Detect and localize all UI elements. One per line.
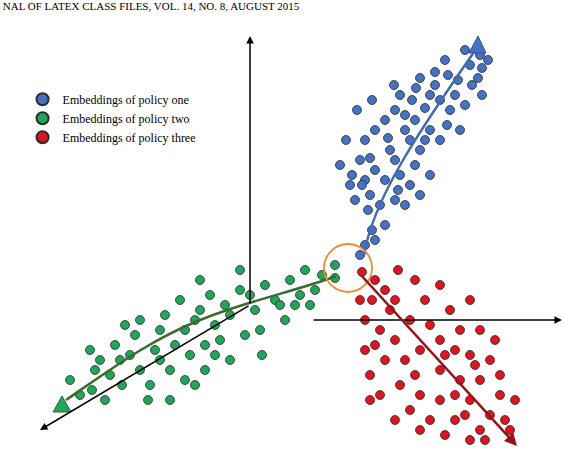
- svg-text:NAL OF LATEX CLASS FILES, VOL.: NAL OF LATEX CLASS FILES, VOL. 14, NO. 8…: [3, 0, 300, 12]
- svg-text:Embeddings of policy three: Embeddings of policy three: [63, 131, 196, 145]
- svg-text:Embeddings of policy one: Embeddings of policy one: [63, 93, 189, 107]
- svg-text:Embeddings of policy two: Embeddings of policy two: [63, 112, 190, 126]
